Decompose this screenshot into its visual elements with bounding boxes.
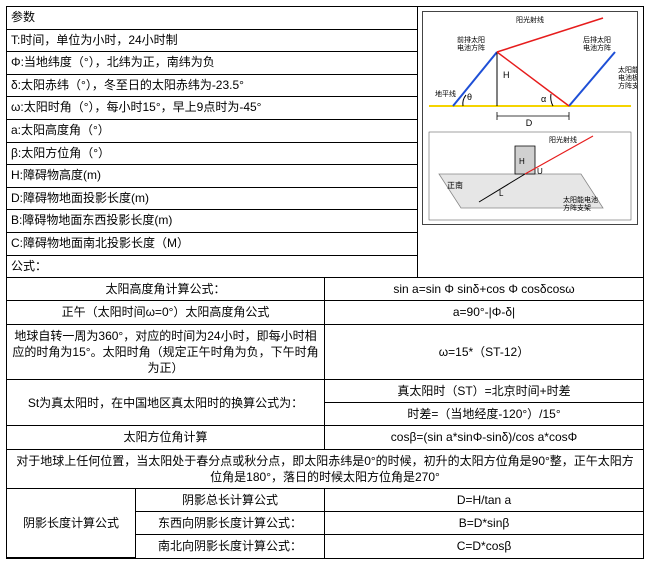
svg-text:太阳能电池板方阵支架: 太阳能电池板方阵支架 <box>618 65 638 90</box>
param-row: B:障碍物地面东西投影长度(m) <box>7 210 417 233</box>
formula-header: 公式： <box>7 256 417 278</box>
U-label: U <box>537 167 543 176</box>
formula-value: C=D*cosβ <box>325 535 644 558</box>
formula-label: 太阳高度角计算公式： <box>7 278 325 301</box>
formula-label: St为真太阳时，在中国地区真太阳时的换算公式为： <box>7 380 325 426</box>
label-shadow-ray: 阳光射线 <box>549 135 577 144</box>
formula-label: 正午（太阳时间ω=0°）太阳高度角公式 <box>7 301 325 324</box>
formula-sub-label: 南北向阴影长度计算公式： <box>136 535 325 558</box>
label-sun-ray: 阳光射线 <box>516 15 544 24</box>
formula-value: B=D*sinβ <box>325 512 644 535</box>
svg-text:太阳能电池方阵支架: 太阳能电池方阵支架 <box>563 195 598 212</box>
formula-value: cosβ=(sin a*sinΦ-sinδ)/cos a*cosΦ <box>325 426 644 449</box>
label-south: 正南 <box>447 180 463 190</box>
param-row: Φ:当地纬度（°），北纬为正，南纬为负 <box>7 52 417 75</box>
parameters-column: 参数 T:时间，单位为小时，24小时制 Φ:当地纬度（°），北纬为正，南纬为负 … <box>7 7 418 277</box>
formula-note: 对于地球上任何位置，当太阳处于春分点或秋分点，即太阳赤纬是0°的时候，初升的太阳… <box>7 449 643 488</box>
top-section: 参数 T:时间，单位为小时，24小时制 Φ:当地纬度（°），北纬为正，南纬为负 … <box>7 7 643 278</box>
H-label-bottom: H <box>519 157 525 166</box>
page-container: 参数 T:时间，单位为小时，24小时制 Φ:当地纬度（°），北纬为正，南纬为负 … <box>6 6 644 559</box>
D-label: D <box>526 118 533 128</box>
label-horizon: 地平线 <box>435 89 456 98</box>
param-row: a:太阳高度角（°） <box>7 120 417 143</box>
svg-text:后排太阳电池方阵: 后排太阳电池方阵 <box>583 35 611 52</box>
formula-value: 真太阳时（ST）=北京时间+时差 <box>325 380 644 403</box>
formula-label: 地球自转一周为360°，对应的时间为24小时，即每小时相应的时角为15°。太阳时… <box>7 324 325 380</box>
formula-label: 太阳方位角计算 <box>7 426 325 449</box>
param-row: C:障碍物地面南北投影长度（M） <box>7 233 417 256</box>
params-header: 参数 <box>7 7 417 30</box>
param-row: T:时间，单位为小时，24小时制 <box>7 30 417 53</box>
formula-sub-label: 阴影总长计算公式 <box>136 489 325 512</box>
formula-value: 时差=（当地经度-120°）/15° <box>325 403 644 426</box>
param-row: D:障碍物地面投影长度(m) <box>7 188 417 211</box>
diagram-column: 阳光射线 前排太阳电池方阵 后排太阳电池方阵 太阳能电池板方阵支架 地平线 θ … <box>418 7 643 277</box>
sun-angle-diagram: 阳光射线 前排太阳电池方阵 后排太阳电池方阵 太阳能电池板方阵支架 地平线 θ … <box>422 11 638 225</box>
formulas-table: 太阳高度角计算公式： sin a=sin Φ sinδ+cos Φ cosδco… <box>7 278 643 558</box>
param-row: H:障碍物高度(m) <box>7 165 417 188</box>
param-row: β:太阳方位角（°） <box>7 143 417 166</box>
formula-sub-label: 东西向阴影长度计算公式： <box>136 512 325 535</box>
param-row: ω:太阳时角（°），每小时15°，早上9点时为-45° <box>7 97 417 120</box>
formula-value: sin a=sin Φ sinδ+cos Φ cosδcosω <box>325 278 644 301</box>
shadow-group-label: 阴影长度计算公式 <box>7 489 136 558</box>
H-label: H <box>503 70 510 80</box>
formula-value: a=90°-|Φ-δ| <box>325 301 644 324</box>
svg-text:前排太阳电池方阵: 前排太阳电池方阵 <box>457 35 485 52</box>
param-row: δ:太阳赤纬（°），冬至日的太阳赤纬为-23.5° <box>7 75 417 98</box>
theta-label: θ <box>467 92 472 102</box>
L-label: L <box>499 189 504 198</box>
formula-value: D=H/tan a <box>325 489 644 512</box>
formula-value: ω=15*（ST-12） <box>325 324 644 380</box>
alpha-label: α <box>541 94 546 104</box>
